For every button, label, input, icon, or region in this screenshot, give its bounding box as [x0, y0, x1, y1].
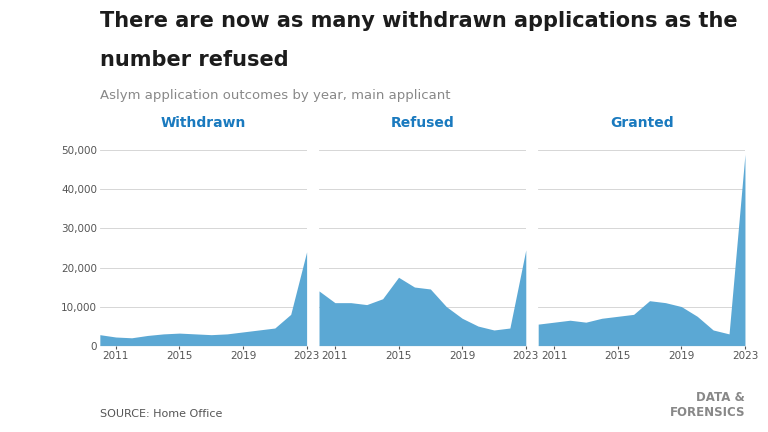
Text: There are now as many withdrawn applications as the: There are now as many withdrawn applicat…: [100, 11, 737, 31]
Text: SOURCE: Home Office: SOURCE: Home Office: [100, 409, 222, 419]
Text: DATA &
FORENSICS: DATA & FORENSICS: [670, 391, 745, 419]
Text: Granted: Granted: [610, 116, 674, 130]
Text: Refused: Refused: [390, 116, 455, 130]
Text: number refused: number refused: [100, 50, 289, 70]
Text: Aslym application outcomes by year, main applicant: Aslym application outcomes by year, main…: [100, 89, 450, 102]
Text: Withdrawn: Withdrawn: [161, 116, 246, 130]
